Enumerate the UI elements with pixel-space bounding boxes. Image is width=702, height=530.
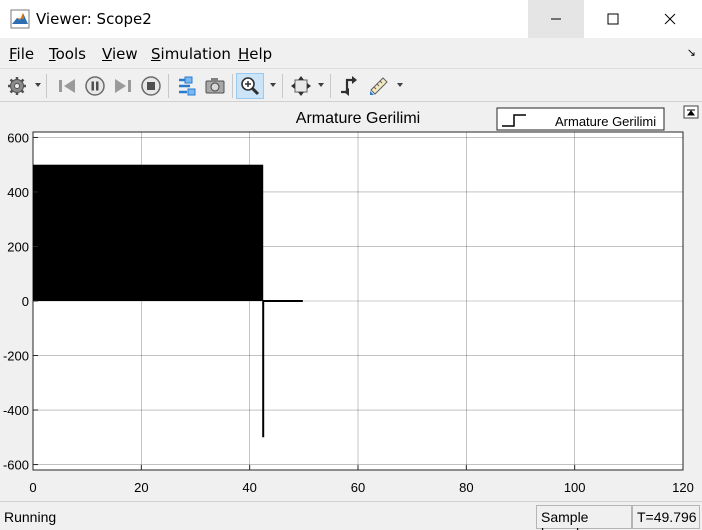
toolbar — [0, 68, 702, 102]
minimize-icon — [551, 18, 561, 20]
scope-chart[interactable]: 0 20 40 60 80 100 120 -600 -400 -200 0 200 400 600 Ar… — [0, 102, 702, 500]
menu-view-accel: V — [102, 45, 112, 63]
maximize-button[interactable] — [585, 0, 641, 38]
settings-icon — [8, 77, 26, 95]
menu-help-accel: H — [238, 45, 250, 63]
toolbar-separator — [168, 74, 169, 98]
legend-entry: Armature Gerilimi — [555, 114, 656, 129]
scope-plot-panel: 0 20 40 60 80 100 120 -600 -400 -200 0 200 400 600 Ar… — [0, 102, 702, 500]
snapshot-icon — [205, 78, 225, 94]
simulation-time-indicator: T=49.796 — [632, 505, 700, 529]
legend-swatch — [502, 114, 526, 127]
toolbar-separator — [282, 74, 283, 98]
title-bar: Viewer: Scope2 — [0, 0, 702, 38]
step-forward-icon — [115, 79, 131, 93]
series-pwm-band — [33, 164, 264, 301]
triggers-button[interactable] — [336, 73, 362, 99]
status-bar: Running Sample based T=49.796 — [0, 501, 702, 530]
window-title: Viewer: Scope2 — [36, 10, 152, 28]
menu-file[interactable]: File — [9, 45, 34, 63]
measurements-icon — [370, 77, 388, 95]
y-tick-label: 200 — [7, 239, 29, 254]
toolbar-separator — [46, 74, 47, 98]
x-tick-label: 120 — [672, 480, 694, 495]
settings-button[interactable] — [5, 73, 29, 99]
zoom-in-button[interactable] — [236, 73, 264, 99]
x-tick-label: 20 — [134, 480, 148, 495]
menu-simulation-accel: S — [151, 45, 161, 63]
step-forward-button[interactable] — [110, 73, 136, 99]
menu-help[interactable]: Help — [238, 45, 272, 63]
y-tick-label: -200 — [3, 349, 29, 364]
pause-icon — [85, 76, 105, 96]
stop-button[interactable] — [138, 73, 164, 99]
menu-tools-accel: T — [49, 45, 56, 63]
series-line — [262, 300, 303, 438]
menu-help-rest: elp — [249, 45, 273, 63]
toolbar-separator — [232, 74, 233, 98]
zoom-fit-dropdown-arrow[interactable] — [318, 83, 324, 87]
minimize-button[interactable] — [528, 0, 584, 38]
snapshot-button[interactable] — [202, 73, 228, 99]
menu-bar: File Tools View Simulation Help ↘ — [0, 38, 702, 68]
legend-box — [496, 107, 665, 131]
highlight-simulink-block-icon — [179, 76, 196, 96]
simulation-status: Running — [4, 509, 57, 525]
y-tick-label: 0 — [22, 294, 29, 309]
zoom-fit-icon — [291, 76, 311, 96]
menu-view[interactable]: View — [102, 45, 138, 63]
x-tick-label: 0 — [29, 480, 36, 495]
menu-tools-rest: ools — [55, 45, 86, 63]
matlab-logo-icon — [10, 9, 30, 29]
x-tick-label: 40 — [242, 480, 256, 495]
settings-dropdown-arrow[interactable] — [35, 83, 41, 87]
zoom-in-icon — [241, 77, 260, 96]
undock-arrow-icon[interactable]: ↘ — [686, 47, 696, 59]
stop-icon — [141, 76, 161, 96]
step-back-button[interactable] — [54, 73, 80, 99]
y-tick-label: -400 — [3, 403, 29, 418]
triggers-icon — [341, 76, 357, 96]
highlight-block-button[interactable] — [174, 73, 200, 99]
close-button[interactable] — [642, 0, 698, 38]
x-tick-label: 60 — [351, 480, 365, 495]
legend-toggle-button[interactable] — [683, 105, 699, 119]
menu-file-rest: ile — [16, 45, 35, 63]
menu-simulation-rest: imulation — [160, 45, 231, 63]
chart-legend[interactable]: Armature Gerilimi — [496, 107, 665, 131]
x-tick-label: 80 — [459, 480, 473, 495]
sample-mode-indicator: Sample based — [536, 505, 632, 530]
zoom-dropdown-arrow[interactable] — [270, 83, 276, 87]
menu-file-accel: F — [9, 45, 17, 63]
measurements-button[interactable] — [366, 73, 392, 99]
x-tick-label: 100 — [564, 480, 586, 495]
y-tick-label: 400 — [7, 185, 29, 200]
legend-toggle-icon — [687, 109, 695, 116]
close-icon — [664, 13, 676, 25]
toolbar-separator — [330, 74, 331, 98]
menu-tools[interactable]: Tools — [49, 45, 86, 63]
y-tick-label: 600 — [7, 130, 29, 145]
menu-simulation[interactable]: Simulation — [151, 45, 231, 63]
measurements-dropdown-arrow[interactable] — [397, 83, 403, 87]
chart-title: Armature Gerilimi — [296, 110, 420, 127]
pause-button[interactable] — [82, 73, 108, 99]
maximize-icon — [607, 13, 619, 25]
y-tick-label: -600 — [3, 458, 29, 473]
menu-view-rest: iew — [111, 45, 138, 63]
zoom-fit-button[interactable] — [288, 73, 314, 99]
step-back-icon — [59, 79, 75, 93]
